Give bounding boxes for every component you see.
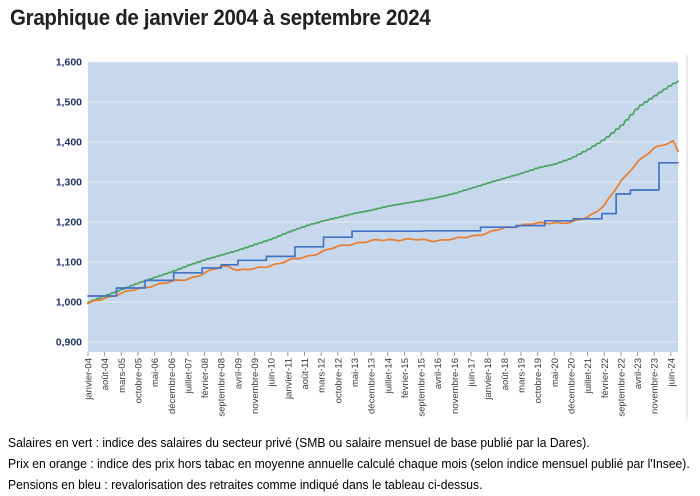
x-axis-label: décembre-13	[367, 358, 378, 414]
x-axis-label: septembre-08	[217, 358, 228, 417]
x-axis-label: octobre-19	[533, 358, 544, 403]
x-axis-label: septembre-15	[417, 358, 428, 417]
y-axis-label: 1,200	[56, 217, 82, 229]
x-axis-label: mars-19	[516, 358, 527, 393]
x-axis-label: juin-24	[666, 358, 677, 388]
x-axis-label: mai-20	[550, 358, 561, 387]
x-axis-label: mars-12	[317, 358, 328, 393]
y-axis-label: 1,400	[56, 137, 82, 149]
series-salaires-line	[87, 80, 679, 303]
x-axis-label: mai-13	[350, 358, 361, 387]
x-axis-label: décembre-06	[167, 358, 178, 414]
x-axis-label: février-08	[200, 358, 211, 398]
caption-salaires: Salaires en vert : indice des salaires d…	[8, 436, 590, 450]
caption-pensions: Pensions en bleu : revalorisation des re…	[8, 478, 483, 492]
caption-prix: Prix en orange : indice des prix hors ta…	[8, 457, 690, 471]
x-axis-label: août-18	[500, 358, 511, 390]
x-axis-label: janvier-04	[84, 358, 95, 401]
y-axis-label: 1,000	[56, 297, 82, 309]
y-axis-label: 1,600	[56, 57, 82, 69]
y-axis-label: 1,500	[56, 97, 82, 109]
x-axis-label: avril-16	[433, 358, 444, 389]
x-axis-label: juillet-21	[583, 358, 594, 394]
y-axis-label: 1,100	[56, 257, 82, 269]
x-axis-label: janvier-18	[483, 358, 494, 401]
page-title: Graphique de janvier 2004 à septembre 20…	[10, 5, 431, 30]
x-axis-label: novembre-09	[250, 358, 261, 414]
x-axis-label: décembre-20	[566, 358, 577, 414]
x-axis-label: juin-10	[267, 358, 278, 388]
series-pensions-line	[87, 161, 679, 297]
x-axis-label: mai-06	[150, 358, 161, 387]
x-axis-label: novembre-23	[650, 358, 661, 414]
x-axis-label: juillet-07	[183, 358, 194, 394]
y-axis-label: 1,300	[56, 177, 82, 189]
x-axis-label: avril-23	[633, 358, 644, 389]
x-axis-label: février-22	[600, 358, 611, 398]
x-axis-label: octobre-12	[333, 358, 344, 403]
x-axis-label: novembre-16	[450, 358, 461, 414]
x-axis-label: septembre-22	[616, 358, 627, 417]
x-axis-label: avril-09	[233, 358, 244, 389]
x-axis-label: juillet-14	[383, 358, 394, 394]
x-axis-label: mars-05	[117, 358, 128, 393]
y-axis-label: 0,900	[56, 337, 82, 349]
x-axis-label: août-04	[100, 358, 111, 390]
x-axis-label: août-11	[300, 358, 311, 390]
x-axis-label: juin-17	[467, 358, 478, 388]
x-axis-label: février-15	[400, 358, 411, 398]
chart-captions: Salaires en vert : indice des salaires d…	[8, 433, 698, 496]
x-axis-label: janvier-11	[283, 358, 294, 400]
x-axis-label: octobre-05	[133, 358, 144, 403]
series-prix-line	[87, 139, 679, 305]
